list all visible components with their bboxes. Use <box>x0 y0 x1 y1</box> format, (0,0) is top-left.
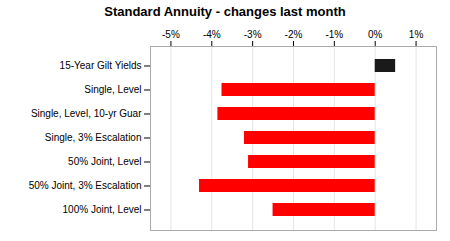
svg-text:50% Joint, Level: 50% Joint, Level <box>68 156 141 167</box>
svg-text:-3%: -3% <box>244 29 262 40</box>
svg-text:0%: 0% <box>368 29 383 40</box>
svg-text:Single, Level, 10-yr Guar: Single, Level, 10-yr Guar <box>31 108 142 119</box>
svg-text:-4%: -4% <box>203 29 221 40</box>
svg-text:-5%: -5% <box>162 29 180 40</box>
svg-text:Single, 3% Escalation: Single, 3% Escalation <box>45 132 142 143</box>
svg-text:50% Joint, 3% Escalation: 50% Joint, 3% Escalation <box>29 180 142 191</box>
svg-text:-2%: -2% <box>285 29 303 40</box>
svg-text:-1%: -1% <box>325 29 343 40</box>
svg-text:Single, Level: Single, Level <box>84 84 141 95</box>
svg-text:15-Year Gilt Yields: 15-Year Gilt Yields <box>60 60 142 71</box>
html-text:Standard Annuity - changes las: Standard Annuity - changes last month <box>104 4 346 19</box>
svg-text:100% Joint, Level: 100% Joint, Level <box>63 204 142 215</box>
svg-text:1%: 1% <box>409 29 424 40</box>
